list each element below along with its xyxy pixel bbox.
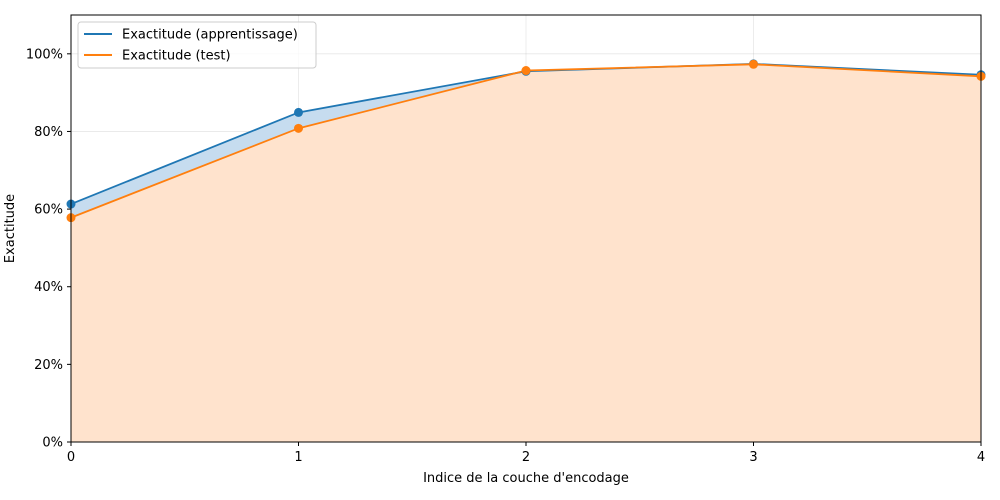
x-axis-label: Indice de la couche d'encodage (423, 471, 629, 486)
y-tick-label: 100% (26, 47, 63, 62)
y-tick-label: 80% (34, 125, 63, 140)
x-tick-label: 2 (522, 450, 530, 465)
fill-areas (71, 63, 981, 443)
legend: Exactitude (apprentissage) Exactitude (t… (77, 21, 317, 69)
series-fill-1 (71, 64, 981, 443)
data-point (749, 59, 758, 69)
legend-label-test: Exactitude (test) (122, 49, 231, 64)
data-point (294, 107, 303, 117)
y-tick-label: 40% (34, 280, 63, 295)
y-axis-label: Exactitude (3, 194, 18, 263)
y-tick-label: 60% (34, 203, 63, 218)
legend-box (77, 21, 317, 69)
legend-label-train: Exactitude (apprentissage) (122, 28, 298, 43)
x-tick-label: 0 (67, 450, 75, 465)
y-tick-label: 20% (34, 358, 63, 373)
data-point (294, 123, 303, 133)
x-tick-label: 1 (294, 450, 302, 465)
x-tick-label: 3 (749, 450, 757, 465)
x-tick-label: 4 (977, 450, 985, 465)
y-tick-label: 0% (42, 436, 63, 451)
series-markers (66, 59, 986, 223)
data-point (521, 66, 531, 76)
axes: 0 1 2 3 40%20%40%60%80%100% (26, 47, 985, 465)
